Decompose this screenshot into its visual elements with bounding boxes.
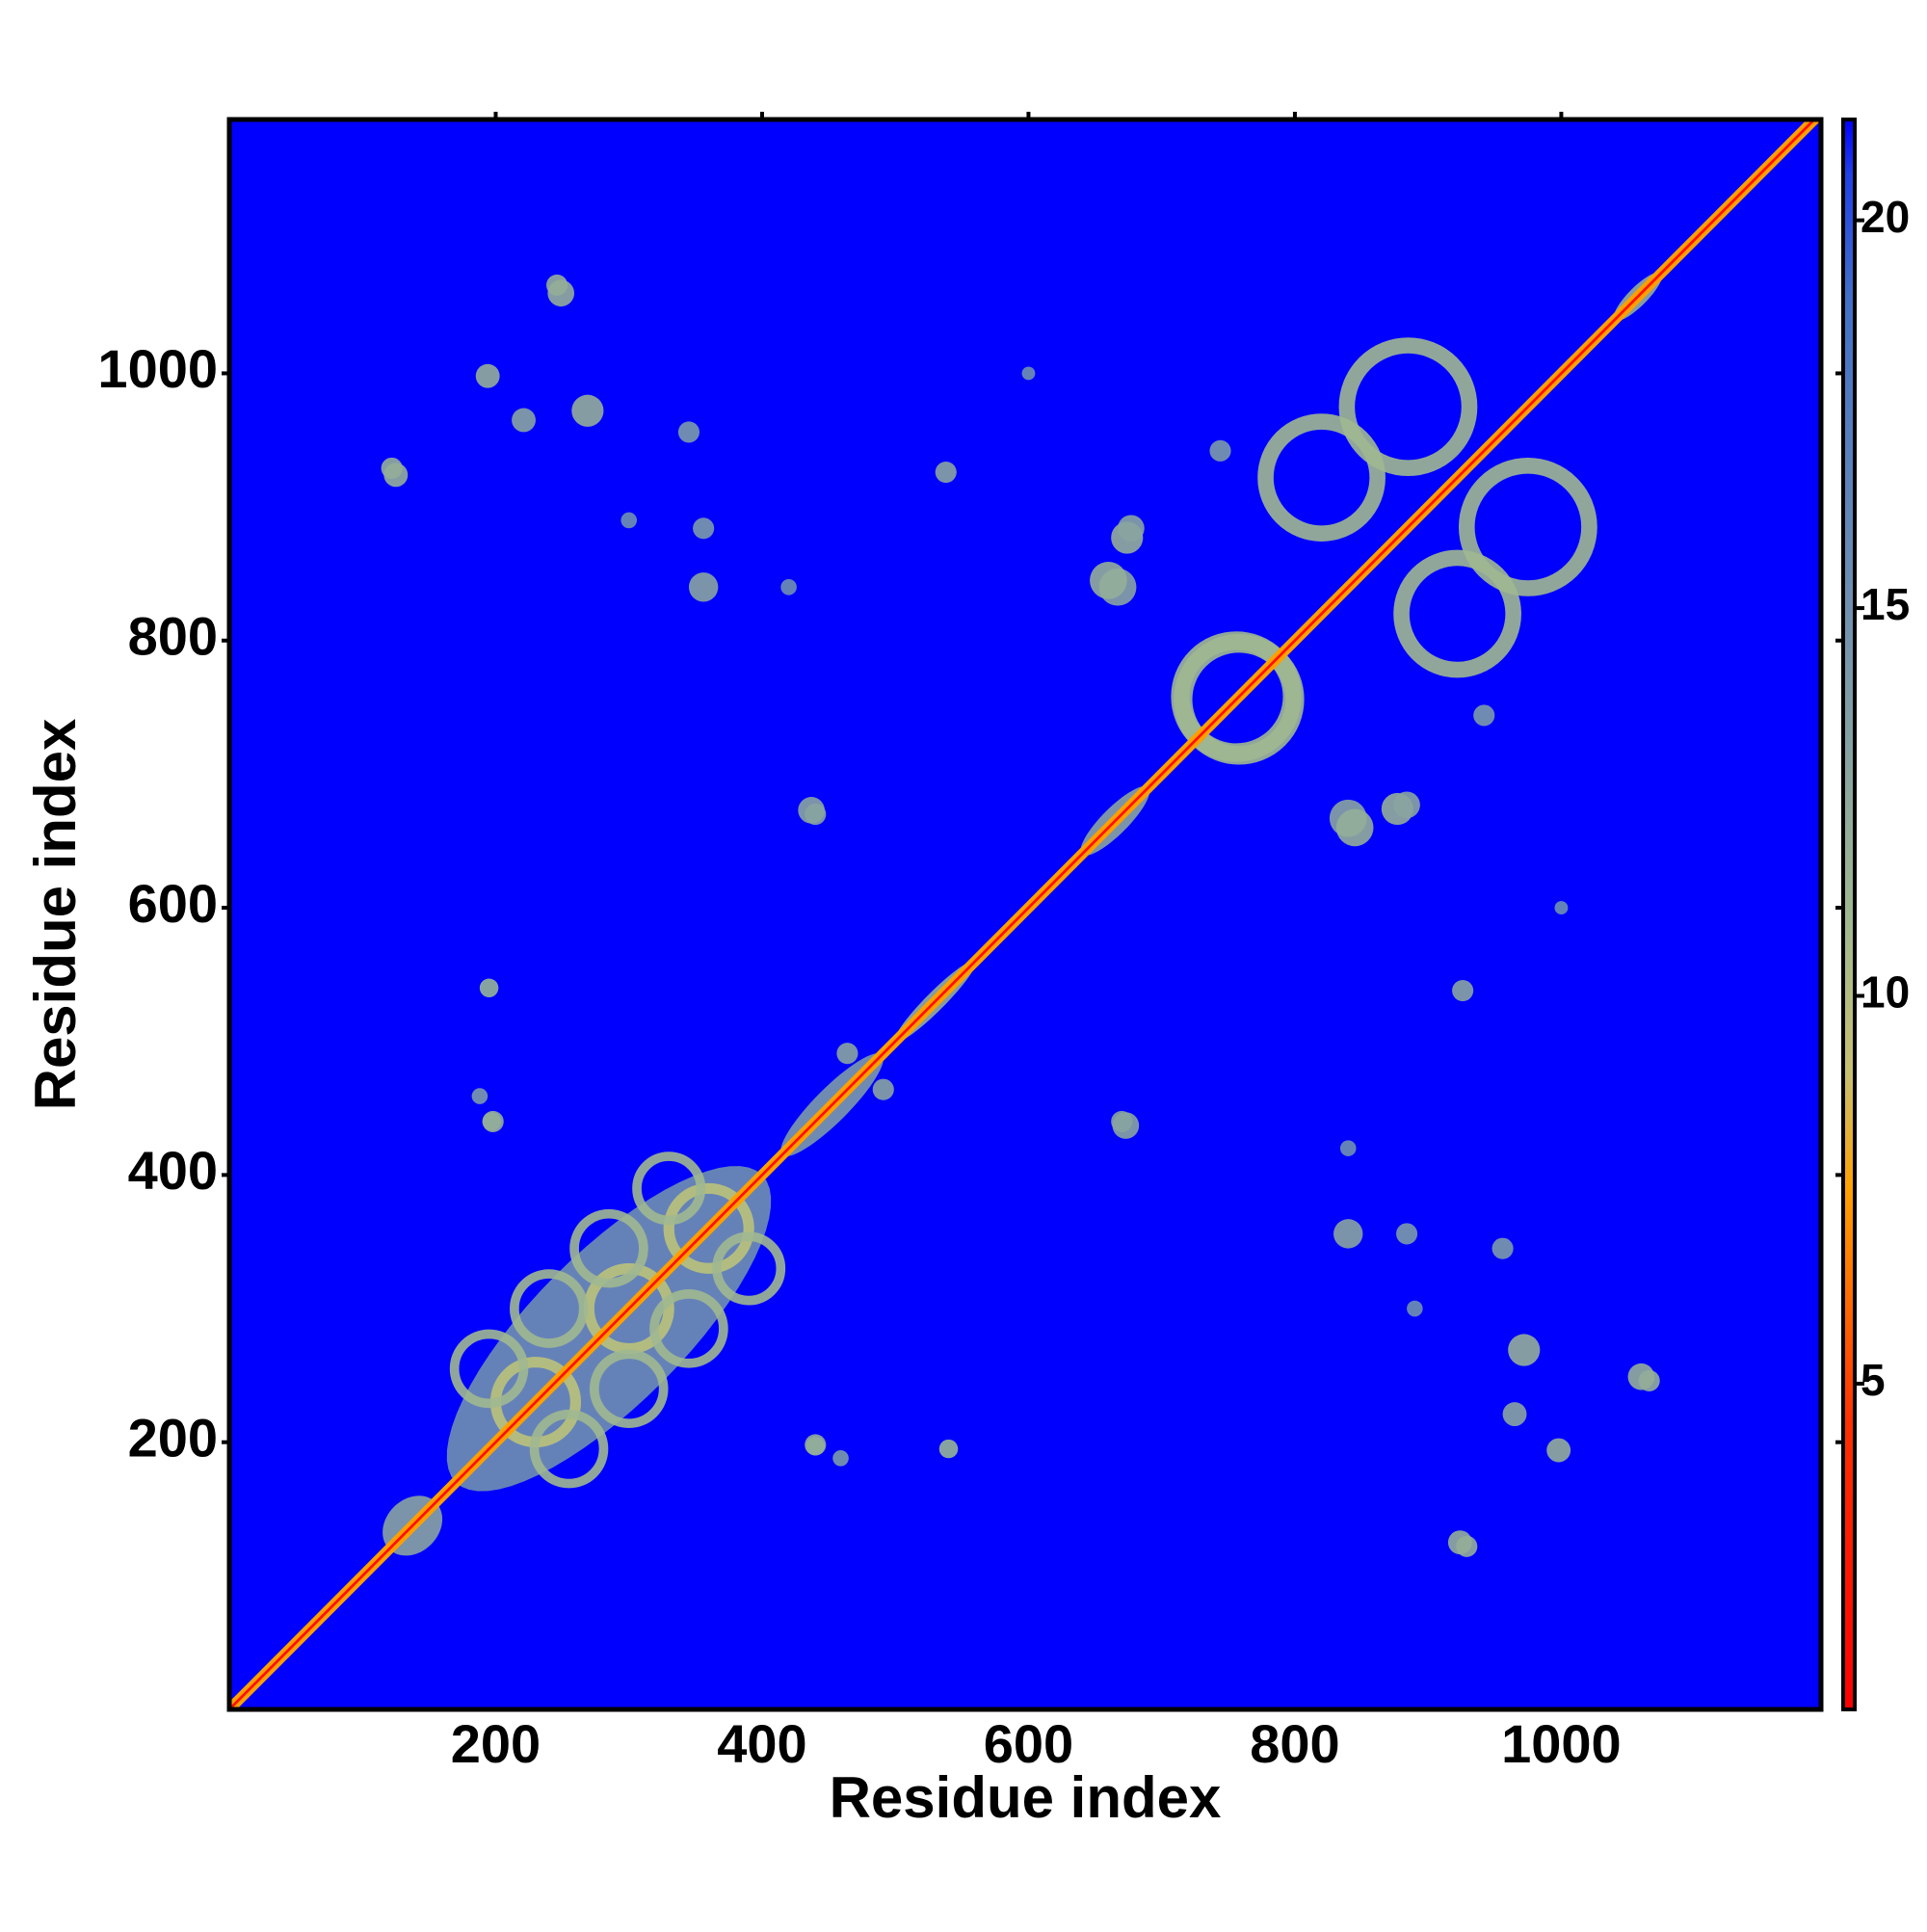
- contact-ring: [632, 1151, 706, 1226]
- contact-ring: [712, 1231, 786, 1306]
- contact-blob: [479, 978, 499, 997]
- contact-blob: [1393, 791, 1420, 819]
- contact-blob: [805, 803, 827, 826]
- contact-ring: [569, 1208, 648, 1288]
- contact-blob: [836, 1043, 858, 1065]
- contact-blob: [1554, 901, 1569, 914]
- contact-blob: [1473, 704, 1495, 727]
- x-axis-label: Residue index: [830, 1765, 1222, 1830]
- colorbar: [1841, 118, 1857, 1711]
- x-tick-label: 600: [984, 1713, 1073, 1774]
- contact-blob: [1090, 562, 1127, 599]
- y-tick-label: 600: [128, 873, 218, 934]
- contact-blob: [482, 1110, 504, 1132]
- contact-blob: [620, 512, 638, 529]
- contact-blob: [1021, 366, 1036, 381]
- contact-blob: [1407, 1300, 1423, 1317]
- contact-blob: [1491, 1237, 1514, 1259]
- contact-blob: [677, 421, 700, 443]
- contact-blob: [1456, 1535, 1478, 1557]
- contact-blob: [1508, 1334, 1541, 1366]
- contact-ring: [1257, 413, 1386, 542]
- contact-blob: [1339, 1140, 1357, 1156]
- contact-blob: [780, 578, 797, 595]
- contact-ring: [1338, 337, 1478, 476]
- diagonal: [229, 119, 1817, 1709]
- contact-ring: [529, 1409, 609, 1489]
- axes: 200 400 600 800 1000 200 400 600 800 1000 5 10 15 20: [97, 112, 1910, 1774]
- contact-ring: [663, 1182, 754, 1274]
- contact-blob: [546, 274, 568, 296]
- contact-ring: [1393, 549, 1521, 678]
- contact-blob: [571, 394, 604, 427]
- contact-blob: [1502, 1402, 1527, 1427]
- contact-blob: [872, 1078, 894, 1100]
- contact-blob: [1546, 1438, 1571, 1463]
- contact-blob: [1111, 1110, 1133, 1132]
- contact-blob: [938, 1439, 959, 1459]
- x-tick-label: 200: [451, 1713, 541, 1774]
- colorbar-tick-label: 5: [1861, 1355, 1886, 1405]
- contact-ring: [1171, 631, 1302, 762]
- contact-blob: [471, 1088, 488, 1104]
- contact-blob: [805, 1434, 827, 1456]
- contact-blob: [693, 517, 715, 540]
- contact-blob: [1638, 1369, 1660, 1391]
- contact-blob: [475, 363, 500, 388]
- contact-ring: [649, 1289, 728, 1368]
- y-tick-label: 200: [128, 1407, 218, 1468]
- y-tick-label: 800: [128, 606, 218, 667]
- x-tick-label: 400: [717, 1713, 806, 1774]
- contact-blob: [1335, 808, 1374, 847]
- contact-ring: [449, 1329, 529, 1409]
- y-tick-label: 1000: [97, 338, 218, 399]
- contact-blob: [1452, 979, 1474, 1002]
- contact-blob: [688, 572, 719, 602]
- contact-blob: [1396, 1223, 1418, 1245]
- plot-frame: [226, 117, 1824, 1712]
- heatmap: [229, 119, 1821, 1709]
- colorbar-tick-label: 15: [1861, 579, 1910, 629]
- y-tick-label: 400: [128, 1140, 218, 1201]
- colorbar-tick-label: 20: [1861, 192, 1910, 242]
- contact-blob: [1333, 1219, 1363, 1249]
- colorbar-tick-label: 10: [1861, 967, 1910, 1018]
- contact-blob: [1118, 515, 1145, 543]
- y-axis-label: Residue index: [23, 719, 88, 1111]
- contact-blob: [1209, 439, 1231, 462]
- contact-blob: [832, 1450, 849, 1467]
- x-tick-label: 1000: [1501, 1713, 1622, 1774]
- contact-ring: [1458, 458, 1597, 596]
- contact-ring: [583, 1263, 674, 1355]
- contact-ring: [589, 1349, 669, 1429]
- contact-blob: [512, 408, 536, 433]
- contact-blob: [381, 457, 403, 479]
- x-tick-label: 800: [1250, 1713, 1339, 1774]
- contact-blob: [935, 461, 957, 484]
- contact-ring: [510, 1269, 589, 1348]
